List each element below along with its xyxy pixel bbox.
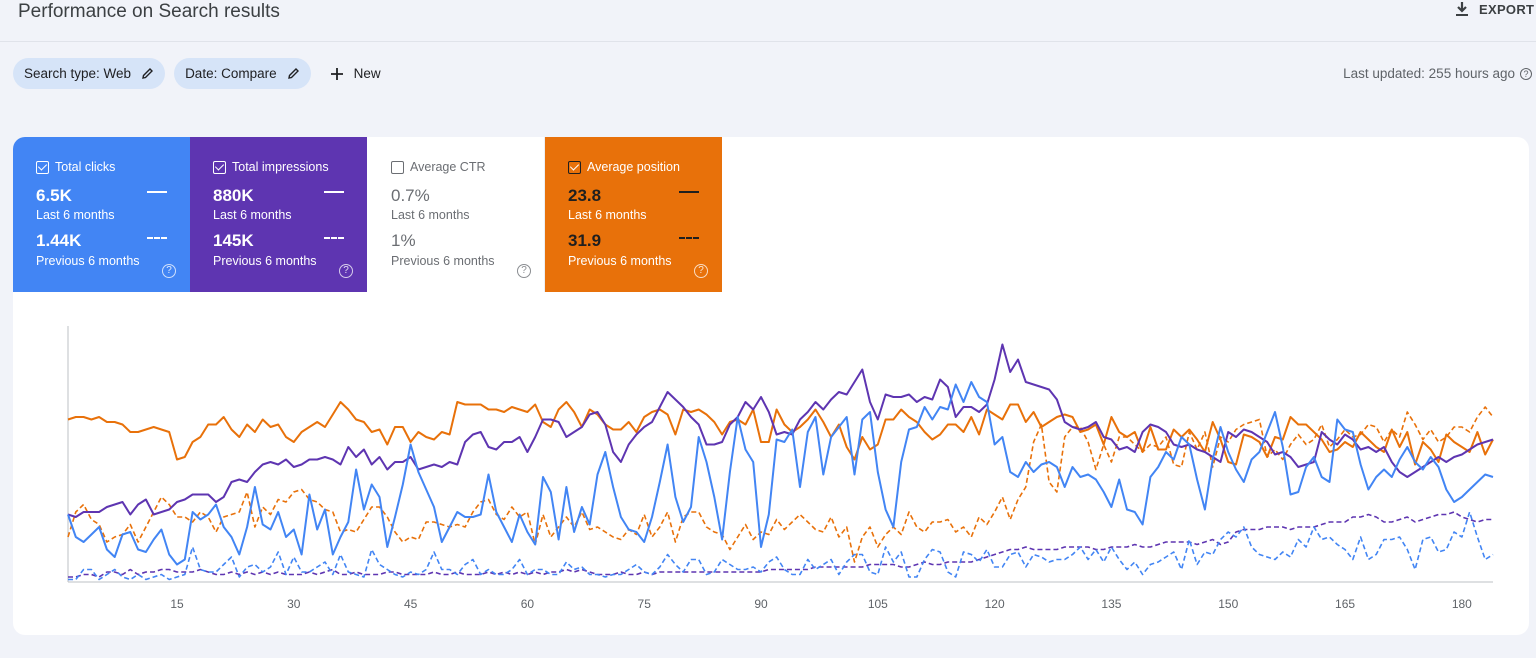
date-compare-label: Date: Compare <box>185 66 277 81</box>
x-tick-label: 30 <box>287 597 301 611</box>
metric-value-current: 880K <box>213 186 254 205</box>
checkbox-icon[interactable] <box>213 160 226 174</box>
filter-bar: Search type: Web Date: Compare New <box>13 58 391 89</box>
new-filter-button[interactable]: New <box>320 58 391 89</box>
download-icon <box>1456 2 1468 16</box>
metric-period-current: Last 6 months <box>568 208 647 222</box>
checkbox-icon[interactable] <box>568 160 581 174</box>
x-tick-label: 45 <box>404 597 418 611</box>
metric-value-previous: 1% <box>391 231 416 250</box>
metric-label: Total clicks <box>55 160 116 174</box>
help-icon[interactable]: ? <box>339 264 353 278</box>
series-line <box>68 511 1493 578</box>
metric-period-previous: Previous 6 months <box>568 254 672 268</box>
series-line <box>68 511 1494 581</box>
solid-line-legend-icon <box>147 191 167 193</box>
checkbox-icon[interactable] <box>36 160 49 174</box>
metric-value-current: 0.7% <box>391 186 430 205</box>
x-tick-label: 135 <box>1101 597 1121 611</box>
page-title: Performance on Search results <box>18 1 280 22</box>
solid-line-legend-icon <box>679 191 699 193</box>
date-compare-chip[interactable]: Date: Compare <box>174 58 311 89</box>
x-tick-label: 120 <box>985 597 1005 611</box>
x-tick-label: 75 <box>638 597 652 611</box>
new-filter-label: New <box>353 66 381 81</box>
metric-value-previous: 145K <box>213 231 254 250</box>
metric-period-current: Last 6 months <box>36 208 115 222</box>
dashed-line-legend-icon <box>147 237 167 239</box>
export-label: EXPORT <box>1479 1 1535 17</box>
metric-period-current: Last 6 months <box>213 208 292 222</box>
series-line <box>67 343 1494 518</box>
search-type-chip[interactable]: Search type: Web <box>13 58 166 89</box>
solid-line-legend-icon <box>324 191 344 193</box>
performance-line-chart[interactable]: 15 30 45 60 75 90 105 120 135 150 165 180 <box>13 137 1529 635</box>
x-tick-label: 90 <box>754 597 768 611</box>
x-tick-label: 150 <box>1218 597 1238 611</box>
export-button[interactable]: EXPORT <box>1455 1 1534 17</box>
metric-period-previous: Previous 6 months <box>36 254 140 268</box>
metric-period-current: Last 6 months <box>391 208 470 222</box>
series-line <box>67 406 1494 563</box>
x-tick-label: 15 <box>170 597 184 611</box>
last-updated-text: Last updated: 255 hours ago <box>1343 66 1515 81</box>
metric-value-previous: 1.44K <box>36 231 82 250</box>
metric-period-previous: Previous 6 months <box>213 254 317 268</box>
search-type-label: Search type: Web <box>24 66 132 81</box>
metric-average-position[interactable]: Average position 23.8 Last 6 months 31.9… <box>545 137 722 292</box>
x-tick-label: 180 <box>1452 597 1472 611</box>
dashed-line-legend-icon <box>679 237 699 239</box>
metric-label: Average CTR <box>410 160 486 174</box>
pencil-icon <box>142 68 154 79</box>
x-tick-label: 60 <box>521 597 535 611</box>
performance-card: Total clicks 6.5K Last 6 months 1.44K Pr… <box>13 137 1529 635</box>
series-line <box>67 401 1494 466</box>
plus-icon <box>330 67 343 80</box>
x-tick-label: 165 <box>1335 597 1355 611</box>
metric-label: Total impressions <box>232 160 329 174</box>
help-icon[interactable]: ? <box>517 264 531 278</box>
metric-value-current: 6.5K <box>36 186 72 205</box>
page-header: Performance on Search results EXPORT <box>0 0 1536 42</box>
help-icon[interactable]: ? <box>694 264 708 278</box>
series-line <box>67 381 1494 566</box>
x-tick-label: 105 <box>868 597 888 611</box>
last-updated: Last updated: 255 hours ago ? <box>1343 66 1532 81</box>
metric-average-ctr[interactable]: Average CTR 0.7% Last 6 months 1% Previo… <box>368 137 545 292</box>
metric-total-impressions[interactable]: Total impressions 880K Last 6 months 145… <box>190 137 367 292</box>
metric-total-clicks[interactable]: Total clicks 6.5K Last 6 months 1.44K Pr… <box>13 137 190 292</box>
help-icon[interactable]: ? <box>162 264 176 278</box>
metric-label: Average position <box>587 160 680 174</box>
checkbox-icon[interactable] <box>391 160 404 174</box>
metric-value-current: 23.8 <box>568 186 602 205</box>
metric-value-previous: 31.9 <box>568 231 602 250</box>
metric-period-previous: Previous 6 months <box>391 254 495 268</box>
dashed-line-legend-icon <box>324 237 344 239</box>
help-icon[interactable]: ? <box>1520 67 1532 80</box>
pencil-icon <box>287 68 299 79</box>
